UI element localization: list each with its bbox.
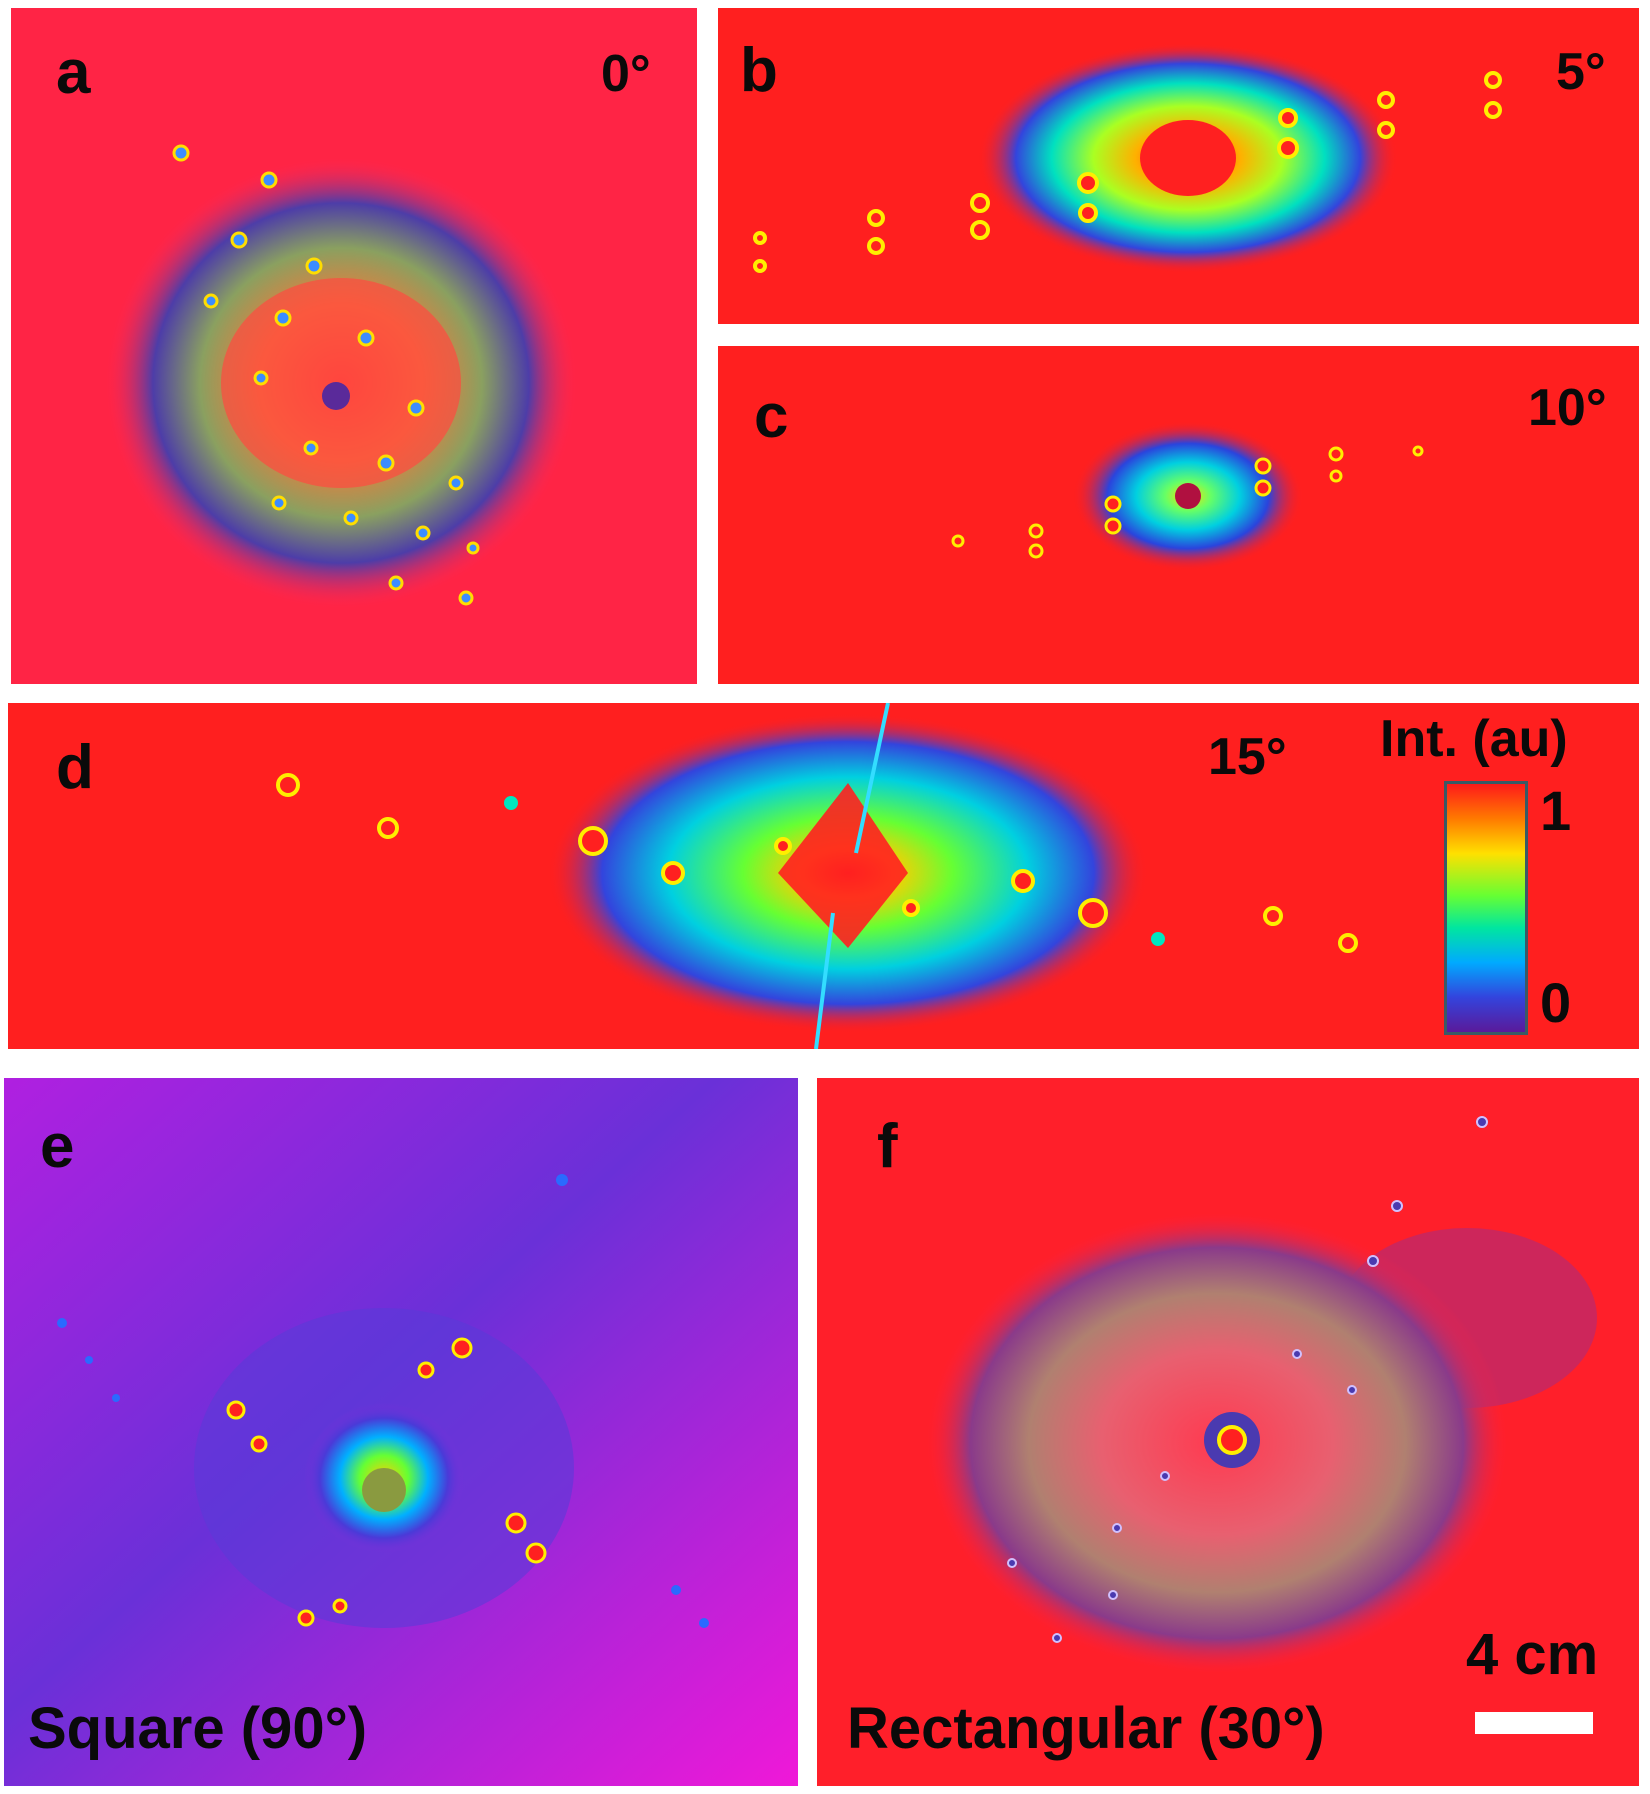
diffraction-image-d [8,703,1639,1049]
diffraction-image-b [718,8,1639,324]
panel-label-c: c [754,382,789,451]
panel-f: f Rectangular (30°) 4 cm [817,1078,1639,1786]
panel-d: d 15° Int. (au) 1 0 [8,703,1639,1049]
caption-f: Rectangular (30°) [847,1696,1325,1761]
panel-label-f: f [877,1112,898,1181]
panel-c: c 10° [718,346,1639,684]
colorbar-max-label: 1 [1540,779,1572,842]
angle-label-d: 15° [1208,728,1287,786]
diffraction-image-a [11,8,697,684]
colorbar-title: Int. (au) [1380,710,1568,768]
panel-label-d: d [56,733,94,802]
panel-e: e Square (90°) [4,1078,798,1786]
colorbar-min-label: 0 [1540,971,1572,1034]
scalebar [1475,1712,1593,1734]
panel-label-a: a [56,38,91,107]
angle-label-b: 5° [1556,43,1606,101]
diffraction-image-e [4,1078,798,1786]
diffraction-image-f [817,1078,1639,1786]
panel-label-b: b [740,36,778,105]
scalebar-label: 4 cm [1466,1622,1599,1687]
diffraction-image-c [718,346,1639,684]
panel-label-e: e [40,1112,75,1181]
panel-a: a 0° [11,8,697,684]
angle-label-a: 0° [601,45,651,103]
caption-e: Square (90°) [28,1696,368,1761]
panel-b: b 5° [718,8,1639,324]
colorbar [1444,781,1528,1035]
angle-label-c: 10° [1528,379,1607,437]
